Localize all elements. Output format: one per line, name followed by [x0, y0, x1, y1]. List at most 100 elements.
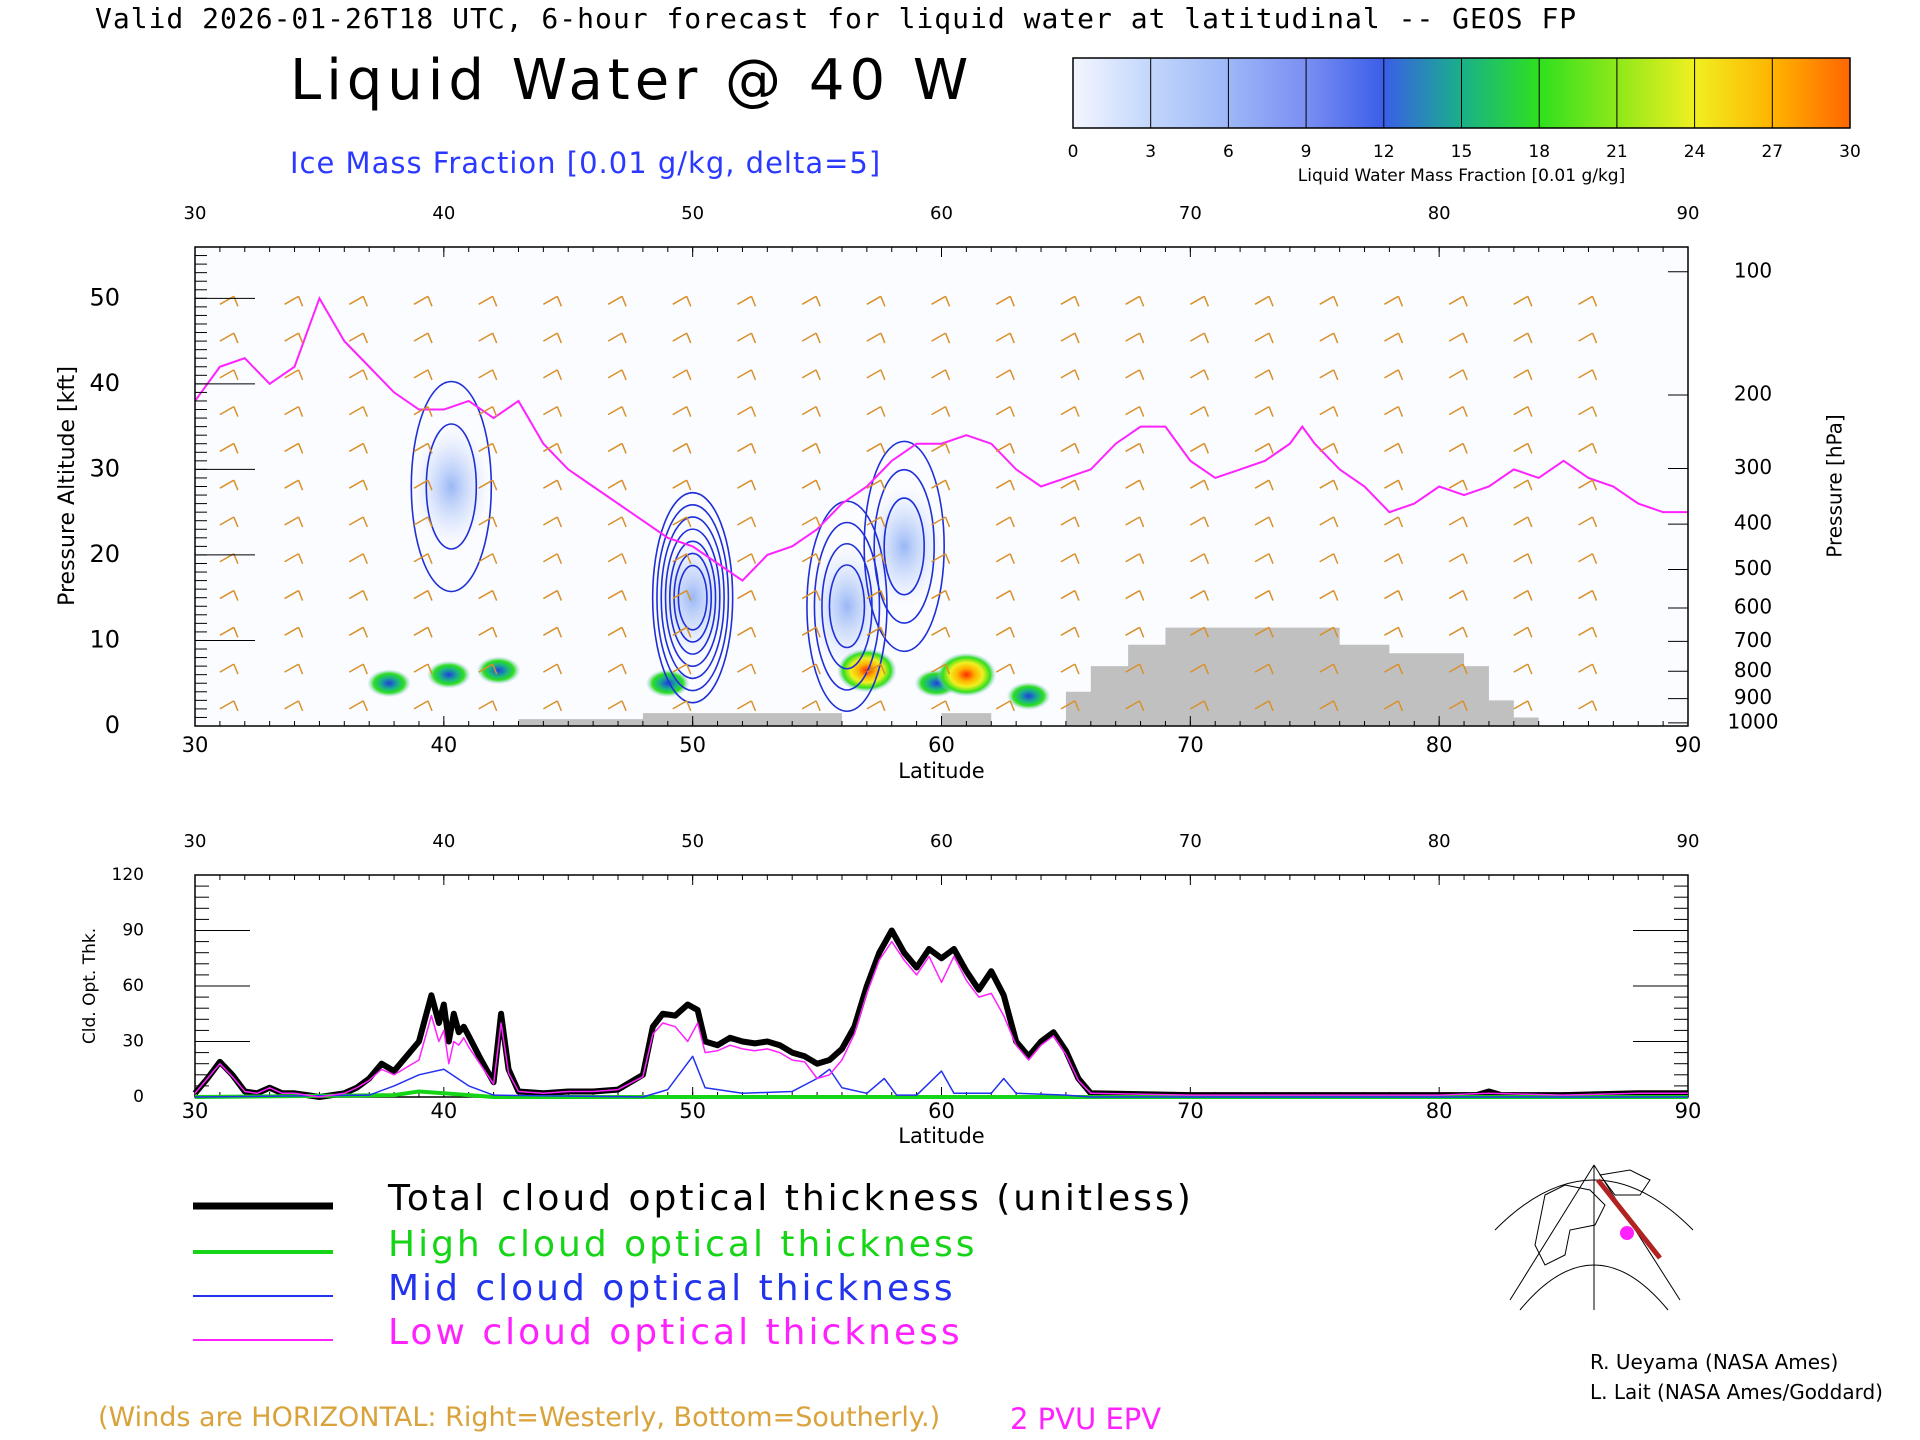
wind-barb — [284, 589, 304, 601]
colorbar-tick-label: 0 — [1068, 142, 1079, 162]
bottom-y-tick-label: 90 — [122, 921, 144, 941]
wind-barb — [348, 442, 368, 454]
wind-barb — [995, 369, 1015, 381]
colorbar-tick-label: 18 — [1528, 142, 1550, 162]
wind-barb — [542, 663, 563, 675]
wind-barb — [1254, 553, 1274, 565]
wind-barb — [413, 405, 433, 417]
wind-barb — [1578, 700, 1598, 712]
wind-barb — [737, 626, 757, 638]
wind-barb — [478, 700, 498, 712]
y-axis-tick-label: 0 — [105, 711, 120, 739]
bottom-x-axis-tick-label: 40 — [430, 1099, 457, 1123]
colorbar-tick-label: 9 — [1301, 142, 1312, 162]
wind-barb — [1319, 442, 1339, 454]
wind-barb — [219, 369, 239, 381]
wind-barb — [284, 442, 304, 454]
wind-barb — [737, 479, 757, 491]
wind-barb — [1319, 295, 1339, 307]
wind-barb — [737, 663, 757, 675]
bottom-x-axis-tick-label: 70 — [1177, 1099, 1204, 1123]
wind-barb — [1384, 479, 1404, 491]
wind-barb — [1060, 516, 1080, 528]
wind-barb — [542, 295, 563, 307]
wind-barb — [1513, 295, 1533, 307]
liquid-water-max — [936, 652, 997, 697]
wind-barb — [995, 295, 1015, 307]
wind-barb — [737, 405, 757, 417]
wind-barb — [607, 295, 627, 307]
wind-barb — [413, 589, 433, 601]
wind-barb — [1254, 479, 1274, 491]
wind-barb — [1189, 553, 1210, 565]
wind-barb — [1060, 369, 1080, 381]
wind-barb — [1448, 700, 1468, 712]
y-axis-tick-label: 50 — [89, 283, 120, 311]
bottom-x-axis-tick-label: 30 — [182, 1099, 209, 1123]
page-title: Liquid Water @ 40 W — [290, 48, 974, 113]
wind-barb — [478, 369, 498, 381]
wind-barb — [413, 663, 433, 675]
wind-barb — [1060, 663, 1080, 675]
ice-contour — [651, 491, 734, 704]
wind-barb — [737, 553, 757, 565]
wind-barb — [1319, 700, 1339, 712]
wind-barb — [284, 295, 304, 307]
wind-barb — [607, 663, 627, 675]
y-axis-tick-label: 20 — [89, 540, 120, 568]
x-axis-tick-label: 50 — [679, 733, 706, 757]
wind-barb — [413, 700, 433, 712]
wind-barb — [995, 405, 1015, 417]
colorbar-tick-label: 3 — [1145, 142, 1156, 162]
legend-mid-label: Mid cloud optical thickness — [388, 1268, 956, 1309]
bottom-x-axis-tick-label: 90 — [1675, 1099, 1702, 1123]
colorbar-tick-label: 15 — [1451, 142, 1473, 162]
wind-barb — [219, 589, 239, 601]
valid-time-line: Valid 2026-01-26T18 UTC, 6-hour forecast… — [95, 2, 1578, 35]
wind-barb — [866, 589, 886, 601]
wind-barb — [931, 700, 951, 712]
ice-contour — [828, 564, 866, 649]
wind-barb — [219, 405, 239, 417]
series-mid-line — [194, 1055, 1688, 1098]
wind-barb — [1448, 295, 1468, 307]
bottom-y-tick-label: 120 — [112, 865, 144, 885]
wind-barb — [1513, 405, 1533, 417]
ice-contour — [656, 504, 730, 692]
wind-barb — [1125, 442, 1145, 454]
wind-barb — [672, 553, 692, 565]
wind-barb — [1125, 295, 1145, 307]
wind-barb — [478, 479, 498, 491]
wind-barb — [1578, 369, 1598, 381]
pressure-tick-label: 200 — [1734, 381, 1772, 405]
wind-barb — [413, 479, 433, 491]
wind-barb — [413, 626, 433, 638]
top-axis-tick-label: 30 — [184, 203, 207, 224]
wind-barb — [1254, 332, 1274, 344]
wind-barb — [1254, 442, 1274, 454]
wind-barb — [607, 589, 627, 601]
ice-contour — [863, 440, 945, 653]
wind-barb — [348, 626, 368, 638]
wind-barb — [801, 442, 821, 454]
wind-barb — [801, 405, 821, 417]
ice-contour — [677, 564, 708, 631]
wind-barb — [1125, 332, 1145, 344]
wind-barb — [672, 442, 692, 454]
wind-barb — [801, 332, 821, 344]
wind-barb — [995, 442, 1015, 454]
wind-barb — [1125, 626, 1145, 638]
pressure-tick-label: 600 — [1734, 594, 1772, 618]
wind-barb — [801, 516, 821, 528]
wind-barb — [607, 626, 627, 638]
wind-barb — [1513, 516, 1533, 528]
wind-barb — [413, 553, 433, 565]
wind-barb — [348, 516, 368, 528]
wind-barb — [1513, 700, 1533, 712]
wind-barb — [866, 405, 886, 417]
bottom-top-axis-tick-label: 50 — [681, 831, 704, 852]
wind-barb — [866, 516, 886, 528]
cloud-optical-thickness-chart: 30 30 40 40 50 50 60 60 70 70 80 80 90 90 Latitude 0 30 6… — [80, 831, 1701, 1148]
bottom-top-axis-tick-label: 70 — [1179, 831, 1202, 852]
wind-barb — [607, 700, 627, 712]
